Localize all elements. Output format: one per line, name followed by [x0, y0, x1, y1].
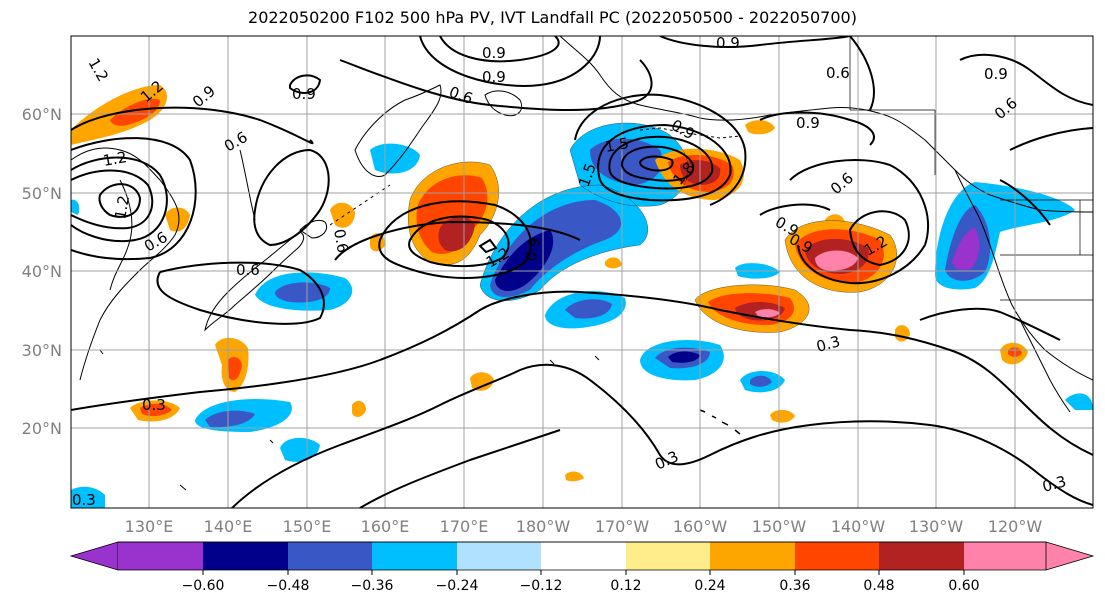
shade-positive-nw-mid [110, 98, 160, 126]
shade-positive-mid-s2 [352, 400, 366, 417]
lon-label: 120°W [988, 517, 1043, 536]
contour-label: 0.9 [482, 68, 506, 86]
contour-label: 0.3 [142, 396, 166, 414]
shade-negative-kuril [370, 143, 420, 174]
lat-label: 60°N [22, 105, 62, 124]
shade-positive-japan-s-core [228, 357, 242, 381]
shade-positive-mid-e [605, 257, 622, 269]
colorbar-tick-label: 0.48 [863, 578, 894, 594]
colorbar-segment [710, 542, 795, 570]
shade-positive-gulf-max [815, 250, 858, 271]
colorbar-segment [203, 542, 288, 570]
contour-label: 1.2 [102, 148, 129, 170]
shade-negative-bottom-left [71, 486, 105, 508]
shade-positive-kamchatka-s-mid [416, 175, 488, 254]
map-title: 2022050200 F102 500 hPa PV, IVT Landfall… [248, 8, 857, 27]
colorbar-segment [795, 542, 879, 570]
contour-label: 0.3 [72, 491, 96, 509]
lon-label: 140°E [204, 517, 253, 536]
shade-negative-east-small-core [750, 375, 772, 387]
lon-label: 170°E [440, 517, 489, 536]
colorbar-tick-label: −0.24 [436, 578, 479, 594]
contour-label: 1.2 [111, 194, 133, 221]
colorbar-tick-label: 0.12 [610, 578, 641, 594]
shade-positive-mid-s [470, 372, 494, 391]
shade-negative-japan-core [275, 282, 330, 303]
colorbar-segment [626, 542, 710, 570]
shade-negative-hawaii-n-core [565, 299, 612, 319]
lon-axis-labels: 130°E 140°E 150°E 160°E 170°E 180°W 170°… [125, 517, 1043, 536]
colorbar-segment [372, 542, 457, 570]
contour-label: 0.9 [796, 114, 820, 132]
contour-label: 0.3 [1040, 472, 1068, 496]
contour-label: 0.6 [826, 64, 850, 82]
colorbar-segment [879, 542, 964, 570]
colorbar-segment [457, 542, 541, 570]
shade-positive-alaska-e [745, 120, 775, 135]
colorbar-segment [541, 542, 626, 570]
lat-label: 20°N [22, 419, 62, 438]
shade-positive-trop [565, 471, 584, 482]
colorbar-tick-label: −0.60 [182, 578, 225, 594]
shade-positive-kamchatka-s-core [438, 216, 475, 252]
colorbar-segment [118, 542, 203, 570]
shade-negative-tropic [280, 437, 320, 462]
contour-label: 0.9 [292, 85, 316, 103]
lon-label: 180°W [516, 517, 571, 536]
colorbar-tick-label: −0.12 [520, 578, 563, 594]
shade-negative-central-core [495, 230, 554, 292]
lon-label: 160°E [361, 517, 410, 536]
shade-positive-e2 [825, 214, 845, 229]
shade-positive-sub-e [770, 409, 795, 423]
contour-label: 0.9 [522, 236, 544, 263]
shade-negative-se-corner [1065, 393, 1093, 410]
lat-label: 30°N [22, 341, 62, 360]
lat-label: 40°N [22, 262, 62, 281]
shade-negative-subtrop-inner [668, 351, 700, 363]
pv-shading [71, 85, 1093, 508]
colorbar-segment [964, 542, 1046, 570]
lon-label: 150°E [283, 517, 332, 536]
colorbar: −0.60 −0.48 −0.36 −0.24 −0.12 0.12 0.24 … [69, 541, 1095, 594]
lon-label: 140°W [831, 517, 886, 536]
lon-label: 150°W [752, 517, 807, 536]
lat-axis-labels: 60°N 50°N 40°N 30°N 20°N [22, 105, 62, 438]
colorbar-tick-label: 0.24 [694, 578, 725, 594]
shade-positive-w-small [165, 207, 190, 232]
shade-negative-sw-core [205, 410, 255, 428]
colorbar-extend-low [69, 541, 119, 571]
shade-negative-alaska-core [590, 138, 663, 185]
contour-label: 0.9 [482, 44, 506, 62]
shade-positive-mid-w [330, 202, 355, 228]
contour-label: 0.6 [330, 228, 352, 255]
gridlines [71, 36, 1093, 508]
colorbar-tick-label: −0.36 [351, 578, 394, 594]
shade-positive-sw-core [140, 403, 172, 417]
contour-label: 0.9 [716, 34, 740, 52]
contour-label: 0.9 [984, 65, 1008, 83]
ivt-contours [71, 36, 1093, 508]
shade-negative-w-edge [71, 199, 80, 215]
colorbar-tick-label: 0.60 [948, 578, 979, 594]
shade-negative-west-coast-inner [952, 228, 980, 270]
lon-label: 160°W [673, 517, 728, 536]
lon-label: 130°W [909, 517, 964, 536]
colorbar-segment [288, 542, 372, 570]
contour-label: 0.3 [814, 332, 842, 356]
contour-label: 1.5 [604, 134, 631, 156]
shade-positive-e-pacific-max [755, 309, 780, 318]
colorbar-extend-high [1045, 541, 1095, 571]
lon-label: 170°W [595, 517, 650, 536]
colorbar-tick-label: −0.48 [267, 578, 310, 594]
plot-frame [70, 35, 1094, 509]
lat-label: 50°N [22, 184, 62, 203]
lon-label: 130°E [125, 517, 174, 536]
colorbar-tick-label: 0.36 [779, 578, 810, 594]
contour-label: 0.6 [236, 261, 260, 279]
